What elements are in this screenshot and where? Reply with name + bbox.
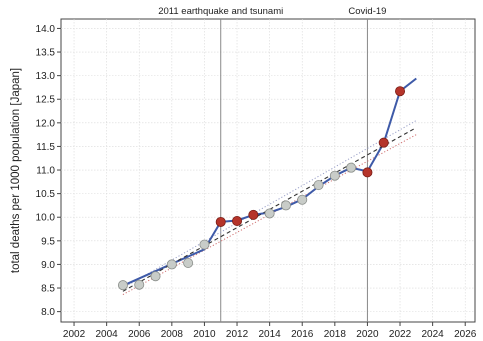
data-point [183, 258, 194, 269]
data-point [199, 239, 210, 250]
y-tick-label: 12.0 [36, 118, 56, 129]
y-tick-label: 9.5 [41, 236, 55, 247]
event-label: 2011 earthquake and tsunami [158, 6, 283, 17]
x-tick-label: 2004 [96, 329, 119, 340]
data-point [297, 194, 308, 205]
x-tick-label: 2024 [421, 329, 444, 340]
data-point [280, 200, 291, 211]
y-tick-label: 8.5 [41, 284, 55, 295]
y-tick-label: 11.0 [36, 166, 55, 177]
plot-area [60, 18, 476, 323]
y-axis-label: total deaths per 1000 population [Japan] [10, 68, 22, 273]
highlighted-data-point [362, 167, 373, 178]
y-tick-label: 9.0 [41, 260, 55, 271]
data-point [150, 271, 161, 282]
x-tick-label: 2026 [454, 329, 477, 340]
data-point [134, 279, 145, 290]
x-tick-label: 2018 [324, 329, 347, 340]
y-tick-label: 14.0 [36, 24, 56, 35]
y-tick-label: 8.0 [41, 307, 55, 318]
y-tick-label: 10.0 [36, 213, 56, 224]
x-tick-label: 2006 [128, 329, 151, 340]
x-tick-label: 2002 [63, 329, 86, 340]
x-axis-ticks: 2002 2004 2006 2008 2010 2012 2014 2016 2018 2020… [63, 322, 477, 340]
x-tick-label: 2010 [193, 329, 216, 340]
x-tick-label: 2020 [356, 329, 379, 340]
highlighted-data-point [248, 209, 259, 220]
y-tick-label: 13.5 [36, 48, 56, 59]
y-tick-label: 10.5 [36, 189, 56, 200]
data-points [117, 86, 406, 291]
x-tick-label: 2022 [389, 329, 412, 340]
y-tick-label: 11.5 [36, 142, 55, 153]
x-tick-label: 2012 [226, 329, 249, 340]
highlighted-data-point [378, 137, 389, 148]
x-tick-label: 2008 [161, 329, 184, 340]
y-tick-label: 12.5 [36, 95, 56, 106]
data-point [329, 170, 340, 181]
event-label: Covid-19 [348, 6, 386, 17]
data-point [117, 280, 128, 291]
highlighted-data-point [232, 215, 243, 226]
grid-lines [61, 19, 475, 322]
y-axis-ticks: 8.0 8.5 9.0 9.5 10.0 10.5 11.0 11.5 12.0 12.5 13.0… [36, 24, 61, 318]
y-tick-label: 13.0 [36, 71, 56, 82]
data-point [166, 259, 177, 270]
x-tick-label: 2014 [259, 329, 282, 340]
data-point [313, 180, 324, 191]
data-point [346, 162, 357, 173]
data-point [264, 208, 275, 219]
x-tick-label: 2016 [291, 329, 314, 340]
highlighted-data-point [395, 86, 406, 97]
highlighted-data-point [215, 216, 226, 227]
